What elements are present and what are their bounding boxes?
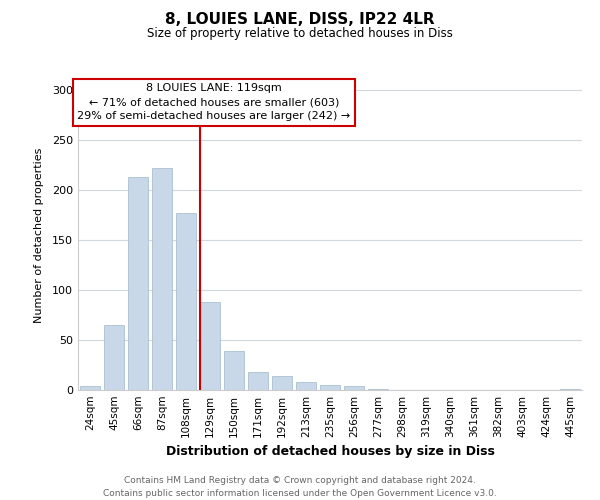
Text: 8 LOUIES LANE: 119sqm
← 71% of detached houses are smaller (603)
29% of semi-det: 8 LOUIES LANE: 119sqm ← 71% of detached …	[77, 83, 351, 121]
Bar	[152, 168, 172, 390]
Bar	[104, 325, 124, 390]
Bar	[320, 385, 340, 390]
Text: 8, LOUIES LANE, DISS, IP22 4LR: 8, LOUIES LANE, DISS, IP22 4LR	[165, 12, 435, 28]
Bar	[200, 302, 220, 390]
Bar	[128, 177, 148, 390]
Bar	[80, 386, 100, 390]
Y-axis label: Number of detached properties: Number of detached properties	[34, 148, 44, 322]
Bar	[560, 389, 580, 390]
Text: Contains HM Land Registry data © Crown copyright and database right 2024.
Contai: Contains HM Land Registry data © Crown c…	[103, 476, 497, 498]
X-axis label: Distribution of detached houses by size in Diss: Distribution of detached houses by size …	[166, 446, 494, 458]
Bar	[296, 382, 316, 390]
Text: Size of property relative to detached houses in Diss: Size of property relative to detached ho…	[147, 28, 453, 40]
Bar	[176, 213, 196, 390]
Bar	[368, 389, 388, 390]
Bar	[224, 351, 244, 390]
Bar	[272, 376, 292, 390]
Bar	[344, 386, 364, 390]
Bar	[248, 372, 268, 390]
